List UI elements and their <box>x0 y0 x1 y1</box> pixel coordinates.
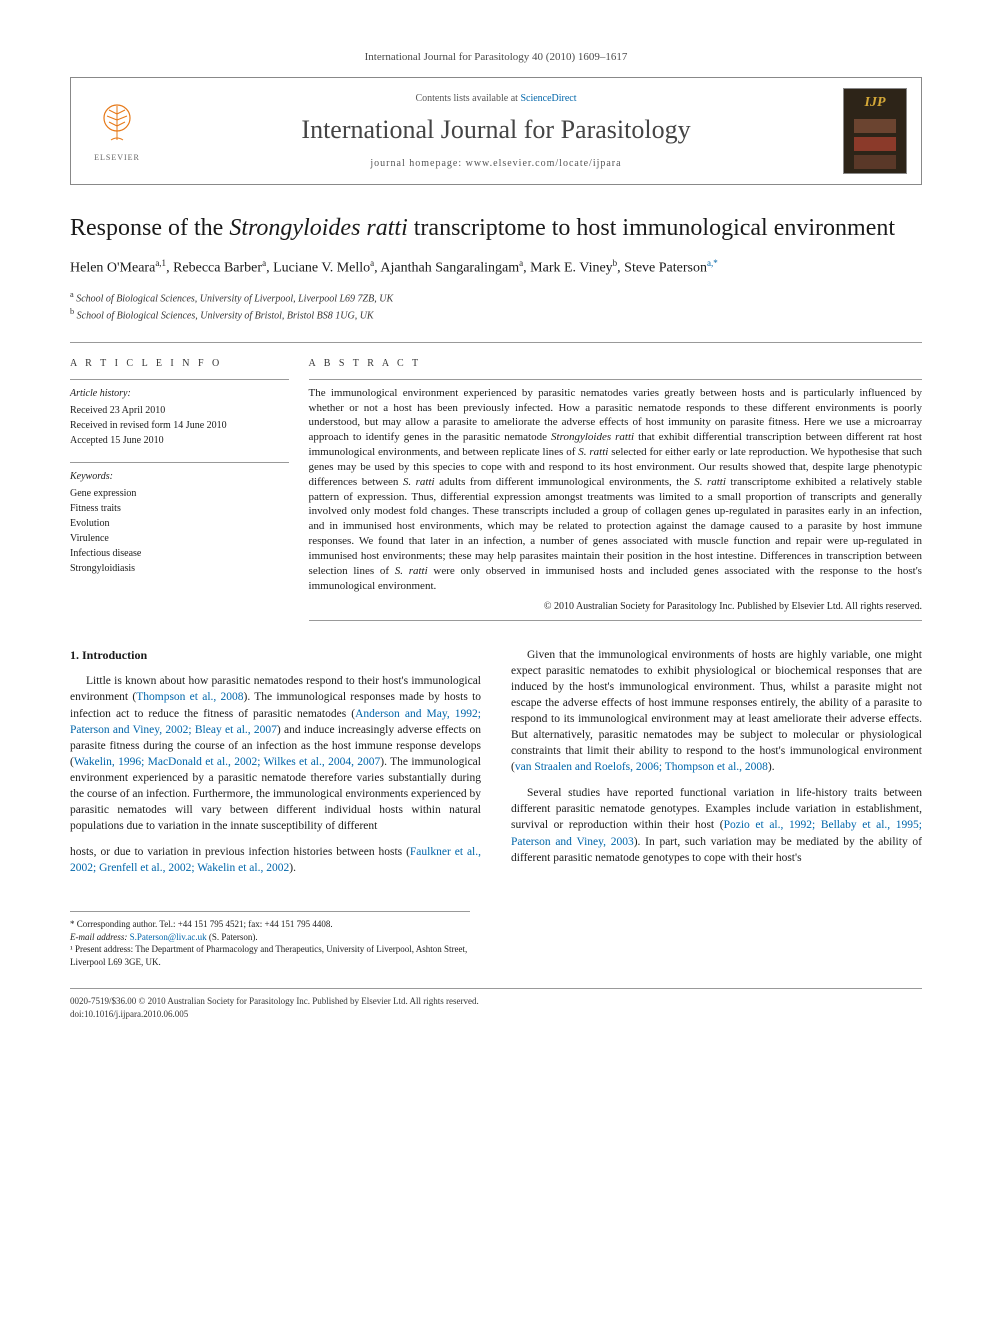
abs-seg: transcriptome exhibited a relatively sta… <box>309 476 922 577</box>
affil-b: School of Biological Sciences, Universit… <box>77 311 374 322</box>
keyword-1: Gene expression <box>70 486 289 501</box>
keyword-2: Fitness traits <box>70 501 289 516</box>
email-who: (S. Paterson). <box>207 932 258 942</box>
corresponding-email[interactable]: S.Paterson@liv.ac.uk <box>130 932 207 942</box>
journal-cover-thumbnail: IJP <box>843 88 907 174</box>
affil-a: School of Biological Sciences, Universit… <box>76 293 393 304</box>
author-2: Rebecca Barber <box>173 261 262 276</box>
cover-ijp-label: IJP <box>865 93 886 113</box>
journal-homepage: journal homepage: www.elsevier.com/locat… <box>163 157 829 171</box>
author-3-sup: a <box>370 258 374 268</box>
author-6: Steve Paterson <box>624 261 707 276</box>
journal-header: ELSEVIER Contents lists available at Sci… <box>70 77 922 185</box>
elsevier-tree-icon <box>93 100 141 148</box>
author-4-sup: a <box>519 258 523 268</box>
accepted-date: Accepted 15 June 2010 <box>70 433 289 448</box>
elsevier-logo: ELSEVIER <box>85 91 149 171</box>
abs-species: S. ratti <box>694 476 726 488</box>
author-5-sup: b <box>613 258 618 268</box>
p-seg: ). <box>289 862 296 874</box>
article-info-heading: A R T I C L E I N F O <box>70 357 289 371</box>
intro-para-1: Little is known about how parasitic nema… <box>70 673 481 834</box>
p-seg: Given that the immunological environment… <box>511 649 922 774</box>
corresponding-author: * Corresponding author. Tel.: +44 151 79… <box>70 918 470 931</box>
abs-seg: adults from different immunological envi… <box>435 476 695 488</box>
abstract-heading: A B S T R A C T <box>309 357 922 371</box>
abs-species: S. ratti <box>578 446 608 458</box>
author-5: Mark E. Viney <box>530 261 613 276</box>
present-address: ¹ Present address: The Department of Pha… <box>70 943 470 968</box>
p-seg: ). <box>768 761 775 773</box>
author-4: Ajanthah Sangaralingam <box>380 261 519 276</box>
author-1: Helen O'Meara <box>70 261 155 276</box>
journal-name: International Journal for Parasitology <box>163 112 829 148</box>
contents-prefix: Contents lists available at <box>415 93 520 104</box>
p-seg: hosts, or due to variation in previous i… <box>70 846 410 858</box>
title-pre: Response of the <box>70 215 229 241</box>
contents-available: Contents lists available at ScienceDirec… <box>163 92 829 106</box>
affiliations: a School of Biological Sciences, Univers… <box>70 289 922 324</box>
citation[interactable]: Thompson et al., 2008 <box>136 691 243 703</box>
article-title: Response of the Strongyloides ratti tran… <box>70 213 922 243</box>
keyword-4: Virulence <box>70 531 289 546</box>
divider <box>309 379 922 380</box>
abs-species: S. ratti <box>395 565 428 577</box>
keywords-label: Keywords: <box>70 469 289 484</box>
page-footer: 0020-7519/$36.00 © 2010 Australian Socie… <box>70 988 922 1020</box>
intro-para-3: Given that the immunological environment… <box>511 647 922 776</box>
divider <box>70 342 922 343</box>
author-1-sup: a,1 <box>155 258 166 268</box>
journal-reference: International Journal for Parasitology 4… <box>70 50 922 65</box>
revised-date: Received in revised form 14 June 2010 <box>70 418 289 433</box>
homepage-prefix: journal homepage: <box>370 158 465 169</box>
sciencedirect-link[interactable]: ScienceDirect <box>520 93 576 104</box>
issn-copyright: 0020-7519/$36.00 © 2010 Australian Socie… <box>70 995 922 1008</box>
abstract-copyright: © 2010 Australian Society for Parasitolo… <box>309 600 922 614</box>
author-2-sup: a <box>262 258 266 268</box>
divider <box>70 379 289 380</box>
abstract-text: The immunological environment experience… <box>309 386 922 594</box>
section-1-heading: 1. Introduction <box>70 647 481 664</box>
citation[interactable]: van Straalen and Roelofs, 2006; Thompson… <box>515 761 768 773</box>
intro-para-2: hosts, or due to variation in previous i… <box>70 844 481 876</box>
author-3: Luciane V. Mello <box>273 261 370 276</box>
doi: doi:10.1016/j.ijpara.2010.06.005 <box>70 1008 922 1021</box>
received-date: Received 23 April 2010 <box>70 403 289 418</box>
title-species: Strongyloides ratti <box>229 215 407 241</box>
title-post: transcriptome to host immunological envi… <box>408 215 895 241</box>
cover-art-icon <box>850 113 900 173</box>
elsevier-label: ELSEVIER <box>94 152 140 163</box>
abs-species: Strongyloides ratti <box>551 431 634 443</box>
abs-species: S. ratti <box>403 476 435 488</box>
footnotes: * Corresponding author. Tel.: +44 151 79… <box>70 911 470 968</box>
intro-para-4: Several studies have reported functional… <box>511 785 922 865</box>
keyword-5: Infectious disease <box>70 546 289 561</box>
author-6-sup: a,* <box>707 258 718 268</box>
history-label: Article history: <box>70 386 289 401</box>
divider <box>309 620 922 621</box>
keyword-6: Strongyloidiasis <box>70 561 289 576</box>
divider <box>70 462 289 463</box>
author-list: Helen O'Mearaa,1, Rebecca Barbera, Lucia… <box>70 257 922 279</box>
citation[interactable]: Wakelin, 1996; MacDonald et al., 2002; W… <box>74 756 380 768</box>
homepage-url[interactable]: www.elsevier.com/locate/ijpara <box>466 158 622 169</box>
body-two-column: 1. Introduction Little is known about ho… <box>70 647 922 882</box>
article-info-column: A R T I C L E I N F O Article history: R… <box>70 357 309 627</box>
email-label: E-mail address: <box>70 932 130 942</box>
keyword-3: Evolution <box>70 516 289 531</box>
abstract-column: A B S T R A C T The immunological enviro… <box>309 357 922 627</box>
